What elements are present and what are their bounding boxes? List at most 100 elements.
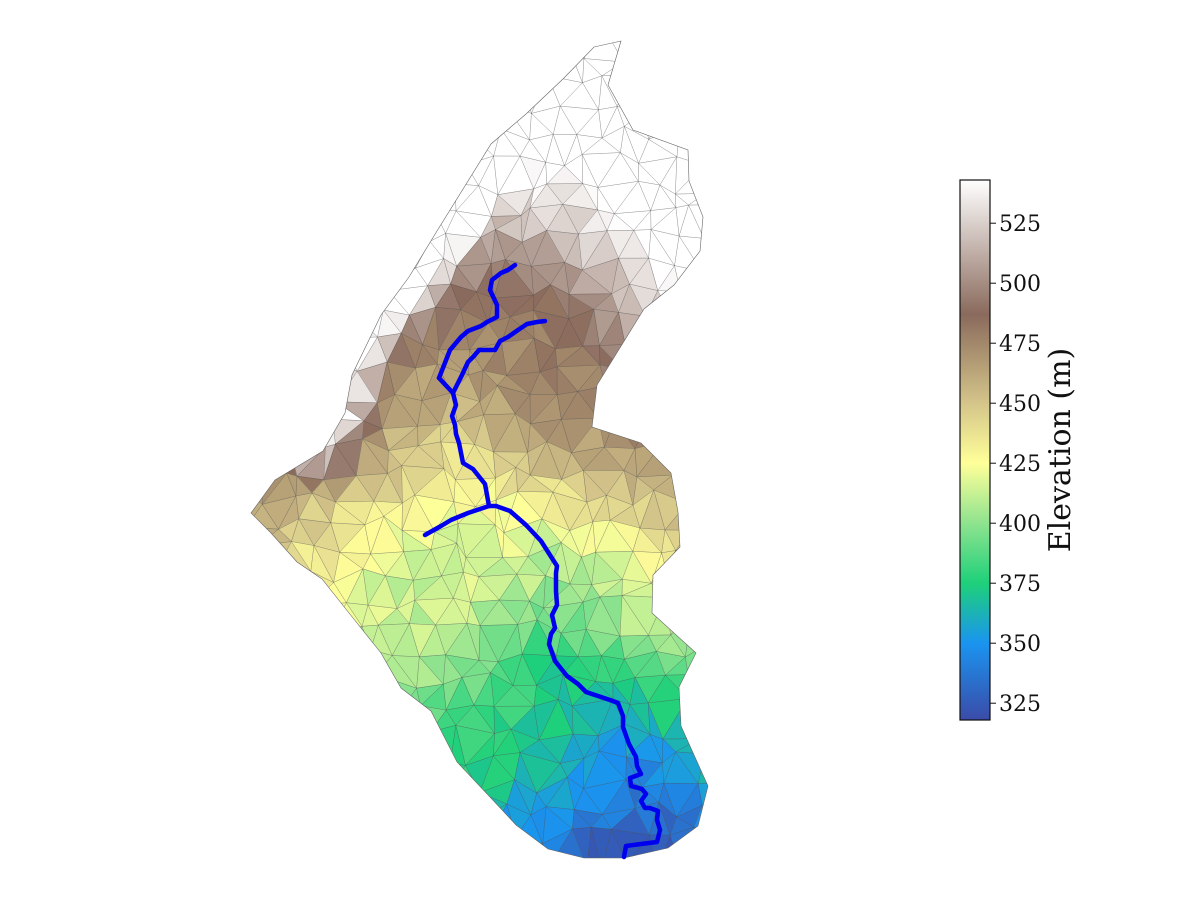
mesh-cell <box>517 857 547 858</box>
mesh-cell <box>648 338 684 373</box>
mesh-cell <box>450 776 482 819</box>
mesh-cell <box>300 347 337 373</box>
mesh-cell <box>721 236 745 270</box>
mesh-cell <box>315 804 337 832</box>
mesh-cell <box>650 410 670 443</box>
mesh-cell <box>283 371 313 391</box>
mesh-cell <box>650 391 670 420</box>
mesh-cell <box>687 672 708 710</box>
mesh-cell <box>259 76 294 111</box>
mesh-cell <box>270 308 298 347</box>
mesh-cell <box>503 41 534 57</box>
mesh-cell <box>572 867 599 891</box>
mesh-cell <box>748 629 769 650</box>
mesh-cell <box>709 438 731 468</box>
mesh-cell <box>336 869 362 890</box>
mesh-cell <box>657 864 679 891</box>
mesh-cell <box>737 152 754 186</box>
mesh-cell <box>745 52 775 83</box>
mesh-cell <box>509 41 549 57</box>
mesh-cell <box>251 443 263 465</box>
mesh-cell <box>745 23 775 57</box>
mesh-cell <box>737 184 755 207</box>
mesh-cell <box>714 663 749 680</box>
mesh-cell <box>731 741 756 759</box>
colorbar-label: Elevation (m) <box>1043 348 1078 553</box>
mesh-cell <box>270 652 304 687</box>
mesh-cell <box>384 150 415 180</box>
mesh-cell <box>681 41 707 48</box>
mesh-cell <box>284 804 317 845</box>
mesh-cell <box>665 74 694 117</box>
mesh-cell <box>338 287 351 311</box>
mesh-cell <box>330 672 354 716</box>
mesh-cell <box>286 443 298 477</box>
mesh-cell <box>283 322 311 349</box>
mesh-cell <box>740 630 769 663</box>
mesh-cell <box>306 712 328 741</box>
mesh-cell <box>269 704 293 739</box>
mesh-cell <box>685 41 708 55</box>
mesh-cell <box>404 829 444 857</box>
mesh-cell <box>703 153 708 194</box>
mesh-cell <box>284 128 303 165</box>
mesh-cell <box>361 698 390 729</box>
mesh-cell <box>258 579 289 611</box>
mesh-cell <box>707 388 708 422</box>
mesh-cell <box>326 139 362 156</box>
mesh-cell <box>621 863 649 897</box>
mesh-cell <box>636 41 649 54</box>
mesh-cell <box>251 648 272 684</box>
mesh-cell <box>348 187 388 217</box>
mesh-cell <box>297 258 339 299</box>
mesh-cell <box>724 741 753 760</box>
mesh-cell <box>522 48 549 82</box>
mesh-cell <box>301 389 334 428</box>
mesh-cell <box>392 829 427 858</box>
mesh-cell <box>261 360 271 403</box>
mesh-cell <box>424 108 449 143</box>
colorbar-tick-label: 500 <box>999 272 1041 297</box>
mesh-cell <box>425 856 458 858</box>
mesh-cell <box>251 127 275 163</box>
mesh-cell <box>697 753 708 785</box>
mesh-cell <box>290 234 320 260</box>
mesh-cell <box>319 151 349 186</box>
mesh-cell <box>301 626 336 655</box>
mesh-cell <box>327 152 361 185</box>
mesh-cell <box>251 544 258 577</box>
mesh-cell <box>347 229 380 268</box>
mesh-cell <box>302 653 331 683</box>
mesh-cell <box>714 673 749 705</box>
mesh-cell <box>349 765 392 791</box>
mesh-cell <box>258 444 287 474</box>
mesh-cell <box>302 151 329 186</box>
mesh-cell <box>718 289 740 309</box>
mesh-cell <box>672 474 705 504</box>
mesh-cell <box>545 41 587 51</box>
mesh-cell <box>269 364 285 404</box>
mesh-cell <box>251 402 274 426</box>
mesh-cell <box>251 634 272 656</box>
mesh-cell <box>251 750 276 777</box>
mesh-cell <box>703 135 708 166</box>
mesh-cell <box>744 818 779 844</box>
mesh-cell <box>273 108 286 130</box>
mesh-cell <box>352 52 375 88</box>
mesh-cell <box>692 108 708 138</box>
colorbar-tick-label: 350 <box>999 632 1041 657</box>
mesh-cell <box>701 309 708 336</box>
mesh-cell <box>338 308 351 338</box>
colorbar-tick-label: 450 <box>999 392 1041 417</box>
mesh-cell <box>687 413 708 442</box>
mesh-cell <box>490 836 530 858</box>
mesh-cell <box>251 206 283 235</box>
mesh-cell <box>425 834 458 858</box>
mesh-cell <box>613 393 652 421</box>
mesh-cell <box>349 786 392 808</box>
mesh-cell <box>348 210 380 240</box>
mesh-cell <box>269 365 302 388</box>
mesh-cell <box>251 232 281 274</box>
mesh-cell <box>312 804 337 845</box>
mesh-cell <box>687 697 702 739</box>
